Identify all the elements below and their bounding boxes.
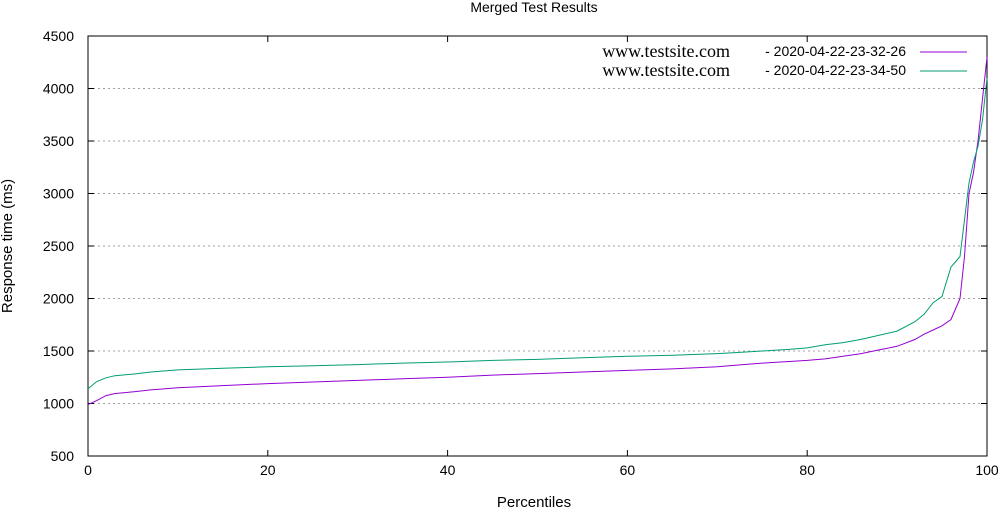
x-tick-label: 80 (799, 462, 815, 478)
legend-series-date: - 2020-04-22-23-32-26 (765, 43, 906, 59)
series-line-1 (87, 56, 988, 406)
x-axis-label: Percentiles (497, 494, 571, 508)
axis-ticks: 500 1000 1500 2000 2500 3000 3500 4000 4500 0 20 40… (43, 28, 999, 478)
y-tick-label: 2500 (43, 238, 74, 254)
legend-series-site: www.testsite.com (602, 41, 730, 61)
x-tick-label: 20 (260, 462, 276, 478)
chart-title: Merged Test Results (470, 0, 597, 15)
series-lines (87, 56, 988, 406)
legend-series-site: www.testsite.com (602, 60, 730, 80)
y-tick-label: 1000 (43, 396, 74, 412)
x-tick-label: 100 (975, 462, 999, 478)
y-tick-label: 2000 (43, 291, 74, 307)
y-tick-label: 3500 (43, 133, 74, 149)
y-tick-label: 4000 (43, 81, 74, 97)
y-axis-label: Response time (ms) (0, 179, 16, 313)
legend: www.testsite.com - 2020-04-22-23-32-26 www… (602, 41, 967, 80)
series-line-2 (87, 77, 988, 390)
y-tick-label: 500 (51, 448, 75, 464)
y-tick-label: 3000 (43, 186, 74, 202)
x-tick-label: 0 (84, 462, 92, 478)
x-tick-label: 40 (440, 462, 456, 478)
y-tick-label: 4500 (43, 28, 74, 44)
legend-series-date: - 2020-04-22-23-34-50 (765, 62, 906, 78)
gridlines (88, 88, 987, 404)
x-tick-label: 60 (620, 462, 636, 478)
y-tick-label: 1500 (43, 343, 74, 359)
plot-frame (87, 35, 988, 457)
